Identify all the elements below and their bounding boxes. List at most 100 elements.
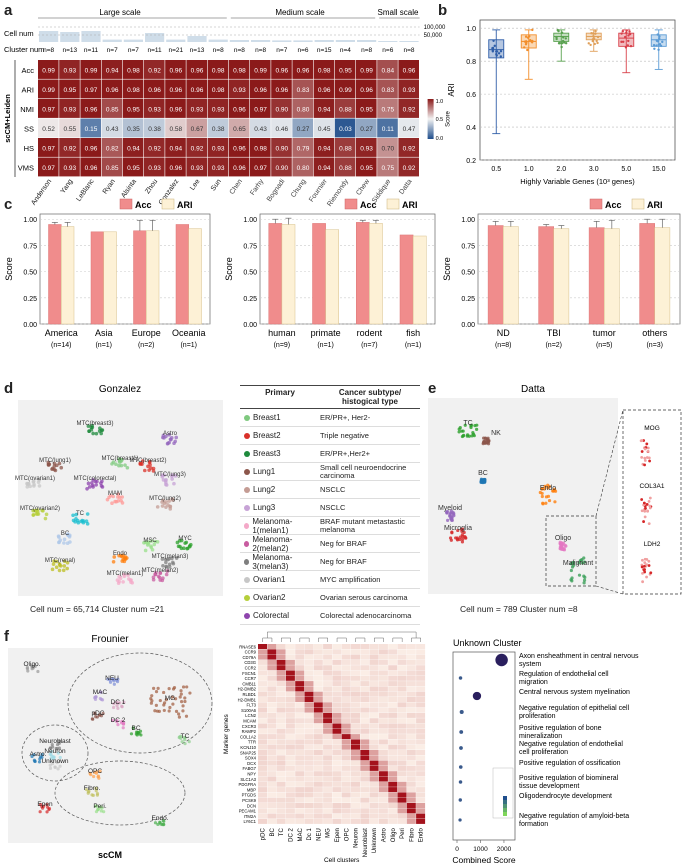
umap-point: [111, 559, 116, 564]
heat-cell: [351, 744, 360, 750]
heat-value: 0.96: [254, 87, 267, 94]
box-point: [620, 40, 623, 44]
x-tick: TBI: [547, 328, 561, 338]
umap-point: [38, 755, 43, 759]
umap-point: [167, 433, 171, 437]
box-point: [526, 48, 529, 52]
heat-value: 0.70: [381, 145, 394, 152]
heat-cell: [122, 157, 144, 177]
heat-cell: [341, 755, 351, 761]
y-tick: 0.25: [243, 296, 257, 303]
x-tick: 15.0: [652, 166, 666, 173]
dot-point: [458, 765, 463, 769]
heat-cell: [276, 797, 286, 803]
heat-cell: [258, 644, 267, 649]
heat-value: 0.96: [85, 165, 98, 172]
box-point: [655, 44, 658, 47]
umap-point: [31, 508, 35, 513]
bar-acc: [588, 227, 605, 325]
umap-point: [171, 687, 176, 691]
heat-value: 0.93: [212, 165, 225, 172]
heat-cell: [313, 744, 323, 750]
umap-point: [120, 458, 124, 462]
heat-cell: [267, 691, 277, 697]
heat-cell: [406, 818, 416, 824]
heat-value: 0.94: [127, 145, 140, 152]
cluster-label: Astro.: [30, 751, 47, 758]
umap-point: [162, 708, 166, 713]
heat-cell: [332, 813, 342, 819]
y-tick: 0.4: [466, 125, 476, 132]
gene-point: [643, 570, 647, 574]
heat-cell: [388, 728, 398, 734]
umap-point: [25, 667, 30, 671]
heat-cell: [332, 808, 342, 814]
heat-cell: [304, 649, 314, 655]
heat-cell: [360, 818, 370, 824]
heat-value: 0.93: [63, 67, 76, 74]
dendro: [281, 637, 291, 642]
umap-point: [112, 702, 116, 706]
y-tick: 0.00: [461, 322, 475, 329]
umap-point: [164, 565, 169, 569]
cluster-label: MTC(breast2): [129, 458, 166, 464]
umap-point: [94, 695, 98, 699]
heat-value: 0.97: [85, 87, 98, 94]
heat-value: 0.93: [360, 145, 373, 152]
heat-cell: [304, 654, 314, 660]
bar-acc: [175, 224, 189, 325]
cluster-label: MTC(renal): [45, 558, 75, 564]
umap-point: [174, 697, 178, 701]
umap-point: [160, 473, 165, 478]
heat-value: 0.96: [297, 67, 310, 74]
heat-cell: [406, 771, 416, 777]
x-tick: 0.5: [491, 166, 501, 173]
umap-point: [65, 566, 70, 571]
heat-cell: [388, 781, 398, 787]
heat-cell: [406, 744, 416, 750]
umap-point: [36, 669, 40, 674]
heat-cell: [341, 744, 351, 750]
heat-cell: [285, 723, 295, 729]
color-dot: [244, 558, 250, 565]
heat-cell: [101, 118, 123, 138]
heat-value: 0.96: [169, 106, 182, 113]
umap-point: [92, 774, 96, 779]
heat-cell: [276, 718, 286, 724]
heat-cell: [144, 118, 165, 138]
heat-cell: [341, 691, 351, 697]
heat-cell: [332, 755, 342, 761]
heat-cell: [323, 728, 333, 734]
heat-cell: [304, 765, 314, 771]
heat-cell: [332, 665, 342, 671]
heat-cell: [332, 681, 342, 687]
cluster-num: n=8: [255, 47, 266, 54]
heat-value: 0.75: [381, 106, 394, 113]
cell-num-bar: [378, 41, 398, 42]
heat-cell: [285, 739, 295, 745]
heat-cell: [285, 712, 295, 718]
heat-cell: [267, 818, 277, 824]
gene-point: [647, 500, 651, 503]
heat-cell: [378, 718, 388, 724]
datta-title: Datta: [521, 384, 545, 395]
heat-cell: [397, 644, 407, 649]
umap-point: [71, 518, 76, 523]
heat-cell: [334, 157, 356, 177]
heat-cell: [356, 99, 377, 118]
heat-cell: [377, 60, 398, 79]
cluster-label: MTC(melan1): [107, 571, 144, 577]
heat-cell: [295, 808, 305, 814]
dot-point: [458, 676, 463, 680]
umap-point: [153, 539, 158, 544]
table-cell-primary: Lung2: [240, 485, 320, 494]
heat-cell: [406, 797, 416, 803]
cluster-label: MTC(melan3): [152, 554, 189, 560]
y-tick: 0.50: [461, 270, 475, 277]
box-point: [594, 32, 597, 35]
color-dot: [244, 540, 250, 547]
box-point: [592, 35, 595, 38]
heat-cell: [369, 765, 379, 771]
heat-cell: [360, 686, 370, 692]
cluster-label: OPC: [88, 768, 102, 775]
